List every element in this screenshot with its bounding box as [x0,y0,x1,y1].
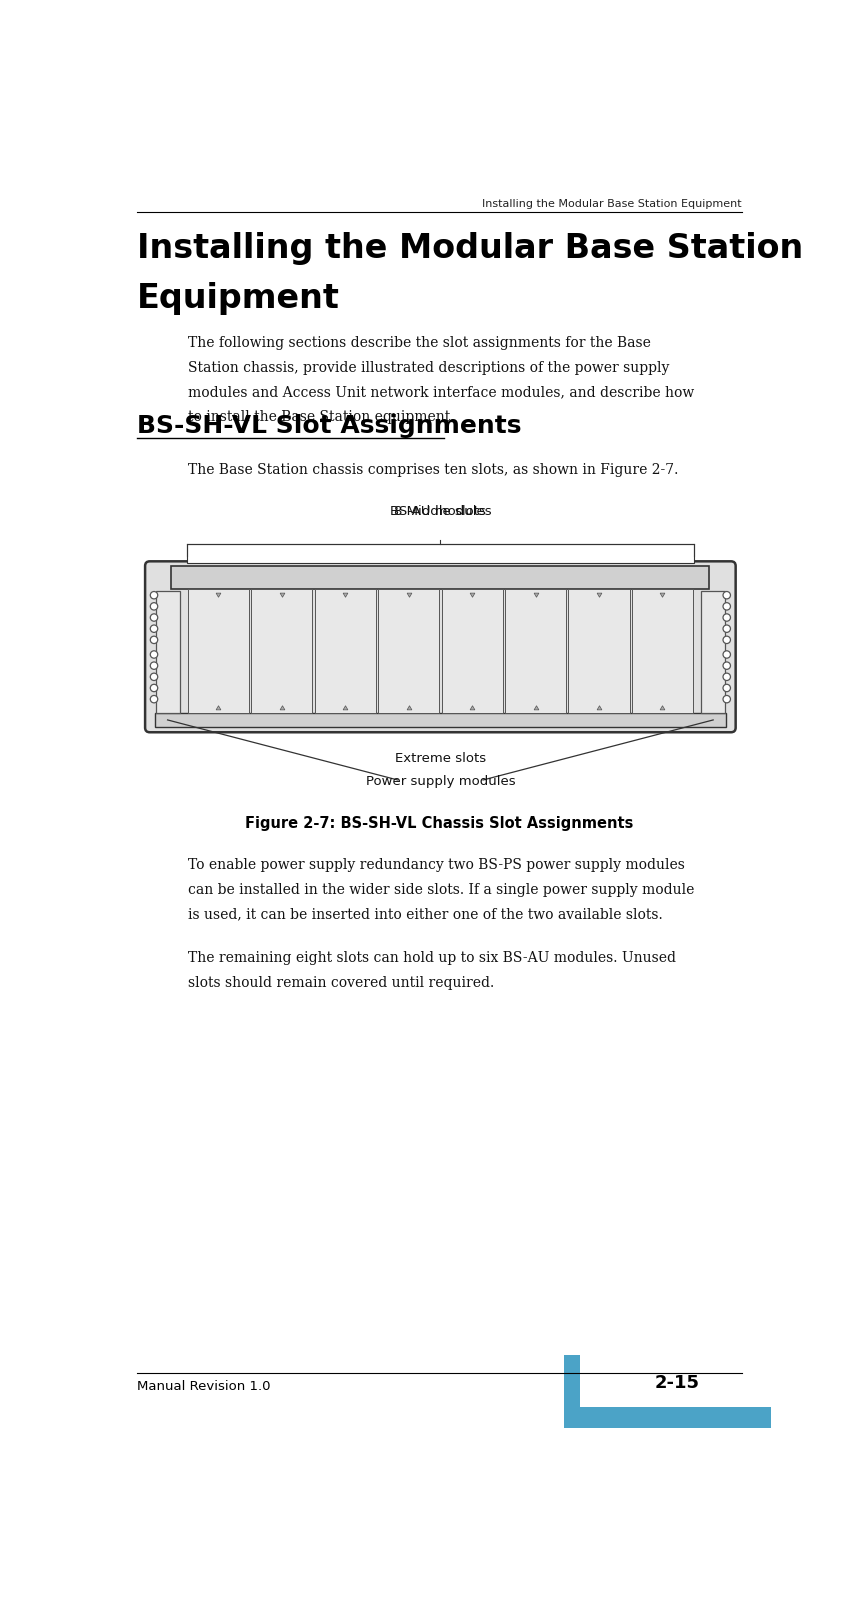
Text: Station chassis, provide illustrated descriptions of the power supply: Station chassis, provide illustrated des… [189,361,670,374]
Bar [251,589,312,714]
Bar [155,714,726,727]
Circle shape [723,592,730,600]
Bar [441,589,503,714]
Text: Extreme slots: Extreme slots [395,751,486,764]
Text: to install the Base Station equipment.: to install the Base Station equipment. [189,409,455,424]
Text: can be installed in the wider side slots. If a single power supply module: can be installed in the wider side slots… [189,883,695,896]
Bar [580,1355,771,1408]
Text: BS-SH-VL Slot Assignments: BS-SH-VL Slot Assignments [136,414,521,438]
Text: 2-15: 2-15 [654,1374,699,1392]
Bar [568,589,630,714]
Circle shape [723,652,730,658]
Bar [188,589,249,714]
Text: Installing the Modular Base Station Equipment: Installing the Modular Base Station Equi… [482,199,742,209]
Circle shape [723,626,730,632]
Text: modules and Access Unit network interface modules, and describe how: modules and Access Unit network interfac… [189,385,695,400]
Text: Power supply modules: Power supply modules [366,751,515,786]
Bar [171,567,710,589]
Bar [701,592,725,714]
Circle shape [150,637,158,644]
Circle shape [723,674,730,681]
Text: To enable power supply redundancy two BS-PS power supply modules: To enable power supply redundancy two BS… [189,857,686,872]
Text: slots should remain covered until required.: slots should remain covered until requir… [189,976,494,989]
Circle shape [150,652,158,658]
Text: BS-AU modules: BS-AU modules [390,482,491,517]
Circle shape [150,592,158,600]
Text: Equipment: Equipment [136,282,339,315]
Text: Installing the Modular Base Station: Installing the Modular Base Station [136,231,803,265]
Circle shape [723,603,730,610]
Bar [632,589,693,714]
Circle shape [150,674,158,681]
Circle shape [723,697,730,703]
Circle shape [150,697,158,703]
Bar [156,592,180,714]
Text: The remaining eight slots can hold up to six BS-AU modules. Unused: The remaining eight slots can hold up to… [189,950,676,965]
Bar [565,1355,771,1428]
Circle shape [150,615,158,621]
Text: Manual Revision 1.0: Manual Revision 1.0 [136,1379,270,1392]
Text: is used, it can be inserted into either one of the two available slots.: is used, it can be inserted into either … [189,907,663,921]
Text: The Base Station chassis comprises ten slots, as shown in Figure 2-7.: The Base Station chassis comprises ten s… [189,462,679,477]
Text: The following sections describe the slot assignments for the Base: The following sections describe the slot… [189,335,651,350]
Circle shape [150,663,158,669]
Bar [505,589,566,714]
Text: 8 Middle slots: 8 Middle slots [394,504,486,517]
Circle shape [723,637,730,644]
Text: Figure 2-7: BS-SH-VL Chassis Slot Assignments: Figure 2-7: BS-SH-VL Chassis Slot Assign… [245,815,633,830]
Bar [187,546,694,563]
Circle shape [150,626,158,632]
Circle shape [723,615,730,621]
Circle shape [150,603,158,610]
Circle shape [723,663,730,669]
Bar [315,589,375,714]
Bar [378,589,440,714]
Circle shape [723,685,730,692]
FancyBboxPatch shape [145,562,735,733]
Circle shape [150,685,158,692]
